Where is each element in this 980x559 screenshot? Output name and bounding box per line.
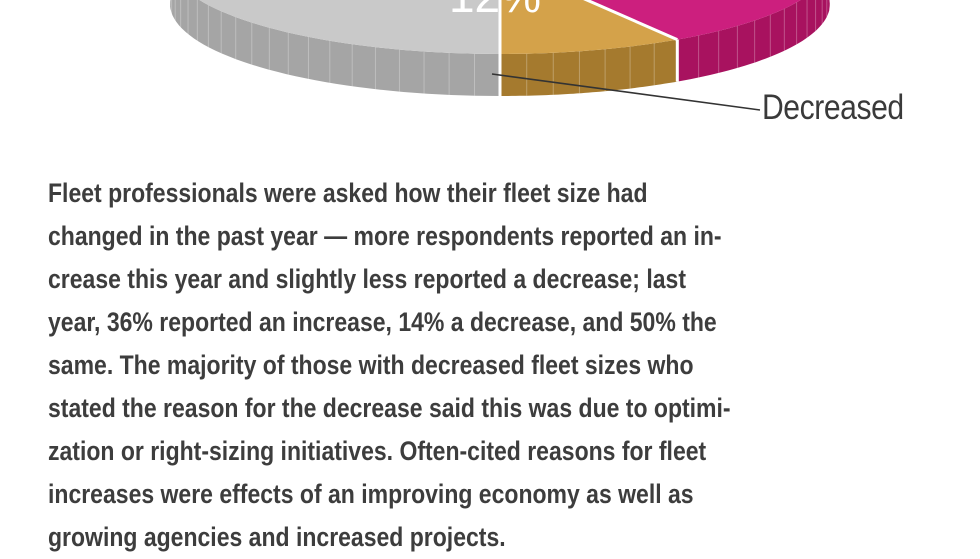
caption-line: increases were effects of an improving e… — [48, 479, 694, 509]
gray-slice-top — [199, 0, 500, 54]
caption-line: changed in the past year — more responde… — [48, 221, 722, 251]
pie-3d: 12% — [169, 0, 831, 96]
caption-line: same. The majority of those with decreas… — [48, 350, 694, 380]
slice-divider — [583, 0, 678, 41]
chart-caption: Fleet professionals were asked how their… — [48, 172, 925, 559]
pie-chart: 12% — [169, 0, 831, 111]
caption-line: crease this year and slightly less repor… — [48, 264, 686, 294]
caption-line: zation or right-sizing initiatives. Ofte… — [48, 436, 707, 466]
decreased-slice-value-label: 12% — [449, 0, 541, 22]
decreased-slice-side — [500, 39, 678, 96]
magenta-slice-top — [586, 0, 801, 40]
callout-leader-line — [491, 73, 761, 111]
gray-slice-side — [170, 0, 500, 96]
caption-line: stated the reason for the decrease said … — [48, 393, 731, 423]
caption-line: growing agencies and increased projects. — [48, 522, 506, 552]
magenta-slice-side — [677, 0, 830, 82]
caption-line: Fleet professionals were asked how their… — [48, 178, 648, 208]
decreased-callout-label: Decreased — [762, 88, 904, 127]
caption-line: year, 36% reported an increase, 14% a de… — [48, 307, 717, 337]
decreased-slice-top — [500, 0, 678, 54]
